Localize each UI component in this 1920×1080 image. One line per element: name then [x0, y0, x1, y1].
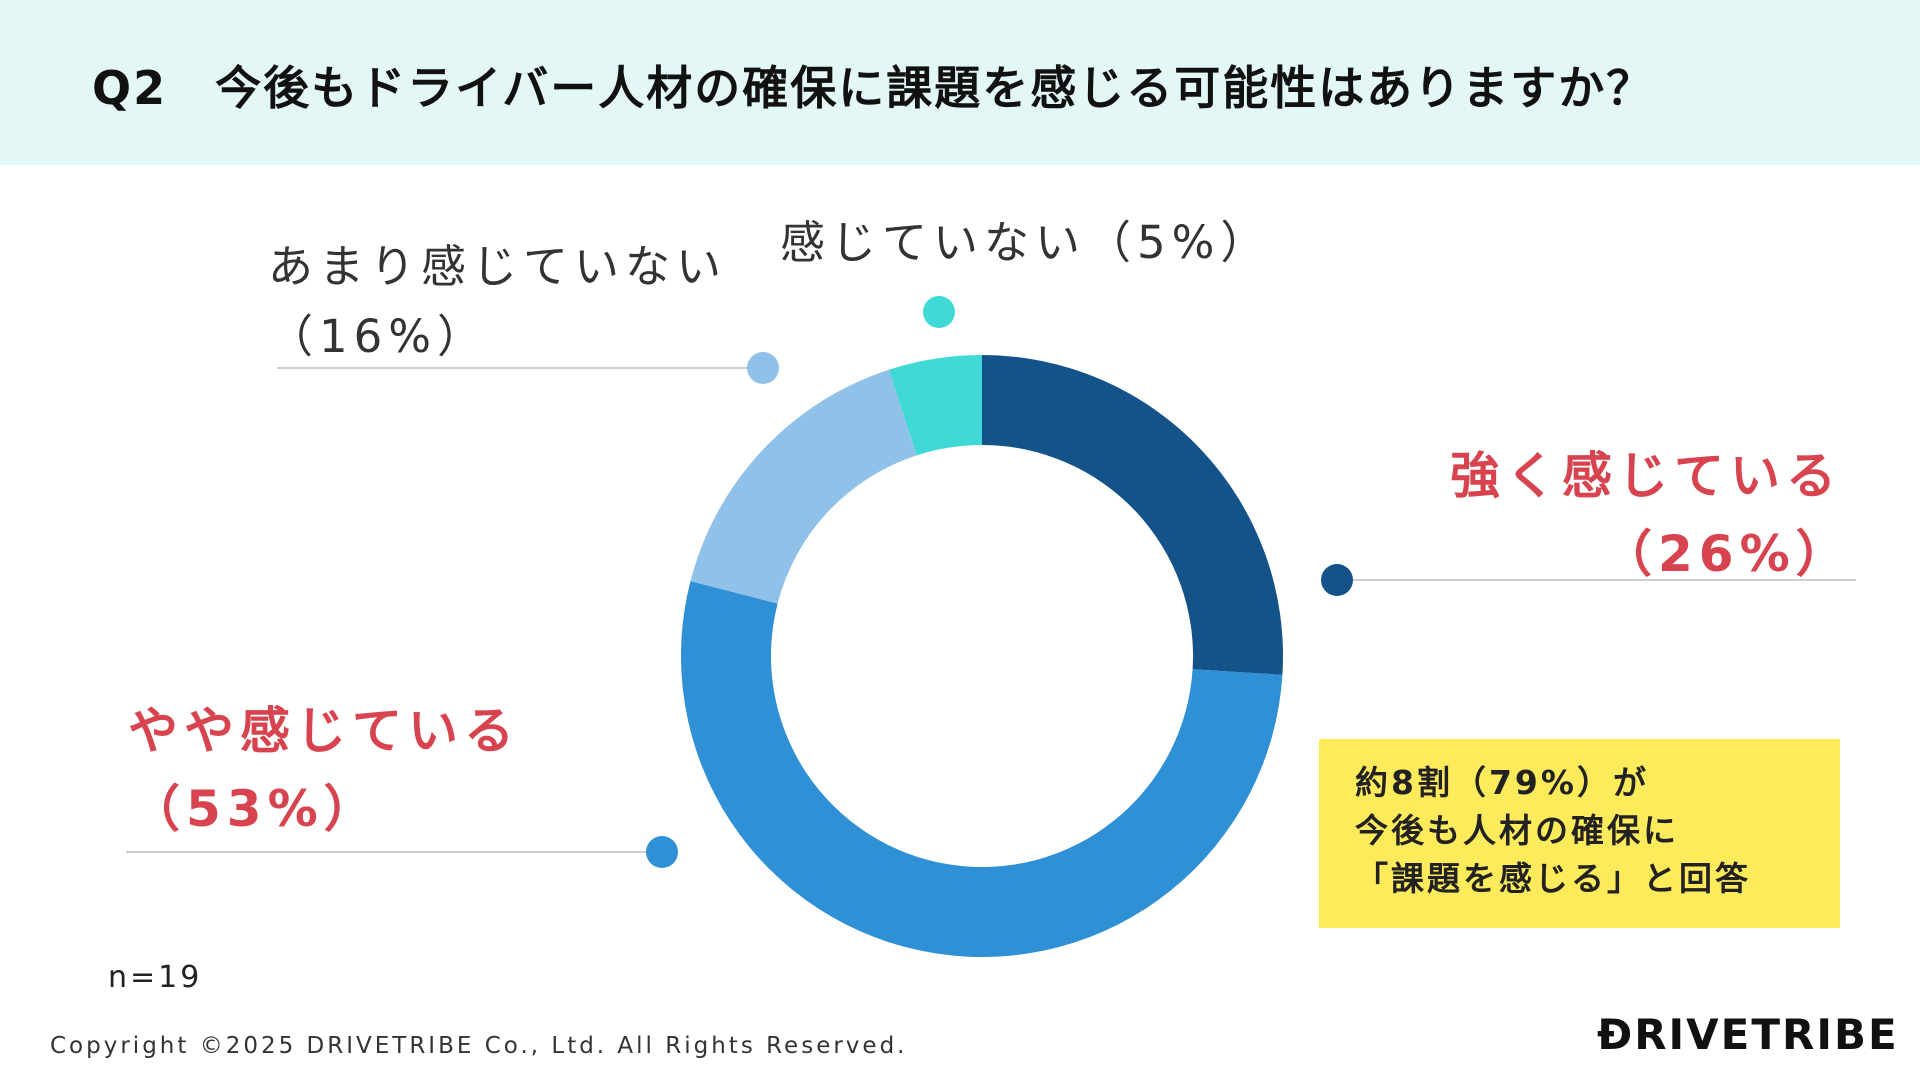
donut-slice-2 [690, 369, 917, 604]
copyright: Copyright ©2025 DRIVETRIBE Co., Ltd. All… [50, 1033, 908, 1059]
donut-slice-3 [888, 355, 982, 456]
sample-size: n=19 [108, 960, 203, 995]
callout-line-1: 約8割（79%）が [1355, 763, 1649, 802]
header-band: Q2 今後もドライバー人材の確保に課題を感じる可能性はありますか？ [0, 0, 1920, 165]
label-strong-name: 強く感じている [1450, 447, 1842, 505]
label-not-much-name: あまり感じていない [268, 240, 728, 293]
leader-dot-not-much [747, 352, 779, 384]
summary-callout: 約8割（79%）が 今後も人材の確保に 「課題を感じる」と回答 [1319, 739, 1840, 928]
donut-slice-0 [982, 355, 1283, 675]
label-none-text: 感じていない（5%） [780, 216, 1272, 269]
label-not-much-percent: （16%） [268, 309, 489, 363]
callout-line-2: 今後も人材の確保に [1355, 810, 1679, 850]
callout-line-3: 「課題を感じる」と回答 [1355, 858, 1751, 898]
donut-slices [681, 355, 1283, 957]
label-strong: 強く感じている （26%） [1450, 438, 1852, 593]
brand-logo: ƉRIVETRIBE [1597, 1010, 1899, 1059]
label-somewhat-name: やや感じている [128, 702, 520, 760]
leader-dot-none [923, 296, 955, 328]
label-none: 感じていない（5%） [780, 208, 1271, 278]
leader-dot-strong [1321, 564, 1353, 596]
page-title: Q2 今後もドライバー人材の確保に課題を感じる可能性はありますか？ [92, 61, 1655, 115]
donut-slice-1 [681, 581, 1283, 957]
label-somewhat-percent: （53%） [130, 779, 380, 838]
label-strong-percent: （26%） [1602, 524, 1852, 583]
leader-lines [126, 296, 1856, 868]
label-somewhat: やや感じている （53%） [128, 693, 520, 848]
leader-dot-somewhat [646, 836, 678, 868]
label-not-much: あまり感じていない （16%） [268, 232, 727, 372]
